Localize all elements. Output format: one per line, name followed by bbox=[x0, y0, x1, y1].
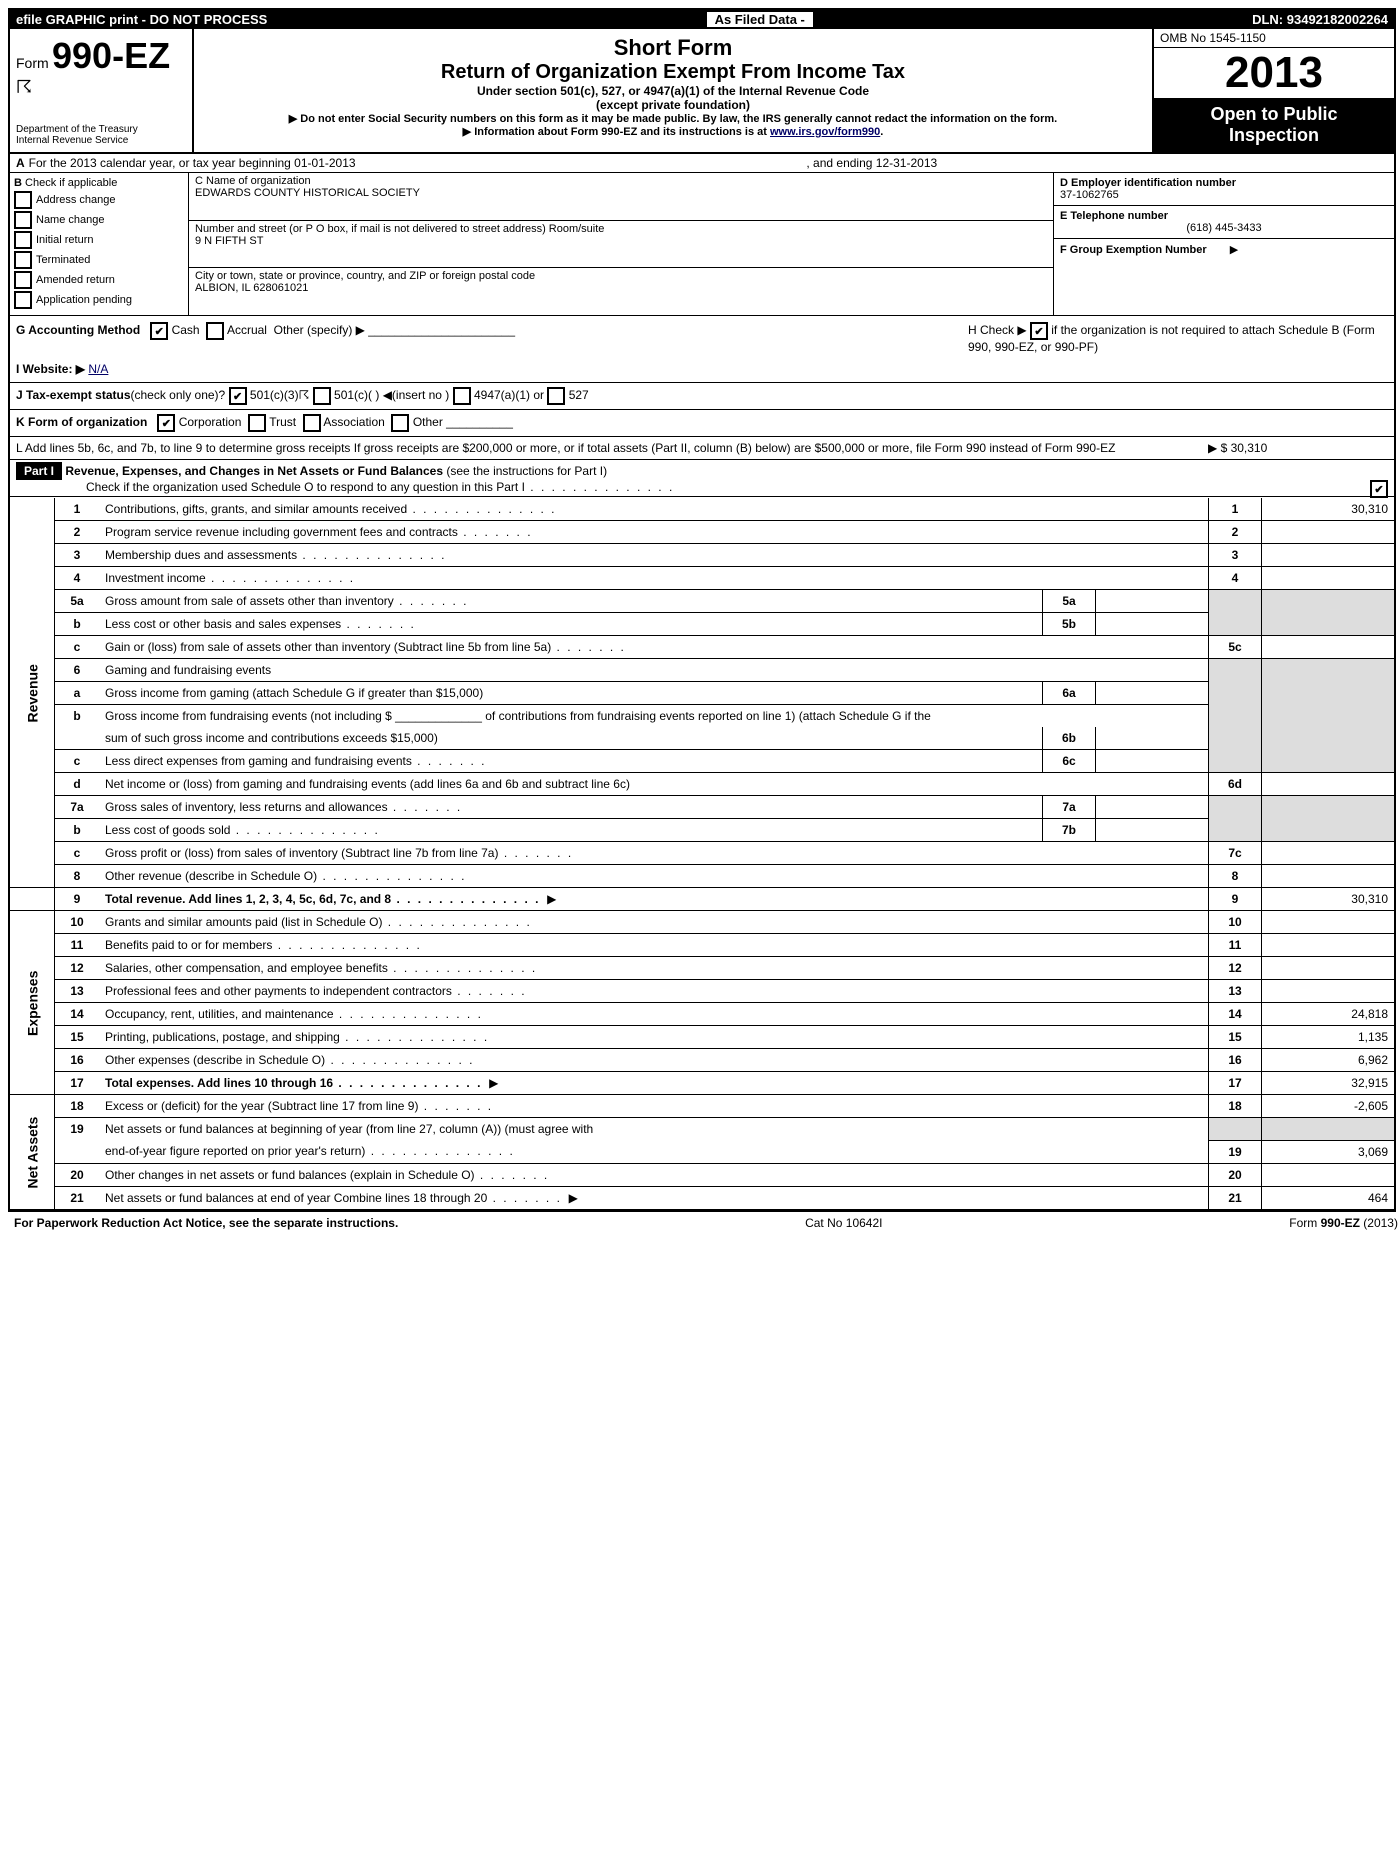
gross-receipts-total: ▶ $ 30,310 bbox=[1208, 441, 1388, 455]
top-bar: efile GRAPHIC print - DO NOT PROCESS As … bbox=[10, 10, 1394, 29]
chk-application-pending[interactable] bbox=[14, 291, 32, 309]
info-l: L Add lines 5b, 6c, and 7b, to line 9 to… bbox=[10, 437, 1394, 460]
expenses-label: Expenses bbox=[10, 911, 55, 1095]
header-right: OMB No 1545-1150 2013 Open to Public Ins… bbox=[1154, 29, 1394, 152]
short-form-label: Short Form bbox=[202, 35, 1144, 61]
chk-corp[interactable]: ✔ bbox=[157, 414, 175, 432]
subtitle2: (except private foundation) bbox=[202, 98, 1144, 112]
chk-accrual[interactable] bbox=[206, 322, 224, 340]
line21-value: 464 bbox=[1262, 1186, 1395, 1209]
open-public: Open to Public Inspection bbox=[1154, 98, 1394, 152]
dept-treasury: Department of the Treasury bbox=[16, 124, 186, 135]
topbar-right: DLN: 93492182002264 bbox=[1252, 12, 1388, 27]
subtitle1: Under section 501(c), 527, or 4947(a)(1)… bbox=[202, 84, 1144, 98]
chk-501c3[interactable]: ✔ bbox=[229, 387, 247, 405]
chk-cash[interactable]: ✔ bbox=[150, 322, 168, 340]
irs-link[interactable]: www.irs.gov/form990 bbox=[770, 126, 880, 138]
chk-schedule-o[interactable]: ✔ bbox=[1370, 480, 1388, 498]
omb-number: OMB No 1545-1150 bbox=[1154, 29, 1394, 48]
chk-trust[interactable] bbox=[248, 414, 266, 432]
form-prefix: Form bbox=[16, 55, 49, 71]
netassets-label: Net Assets bbox=[10, 1095, 55, 1210]
line16-value: 6,962 bbox=[1262, 1049, 1395, 1072]
topbar-left: efile GRAPHIC print - DO NOT PROCESS bbox=[16, 12, 267, 27]
chk-address-change[interactable] bbox=[14, 191, 32, 209]
total-revenue: 30,310 bbox=[1262, 888, 1395, 911]
org-name: EDWARDS COUNTY HISTORICAL SOCIETY bbox=[195, 187, 1047, 199]
irs: Internal Revenue Service bbox=[16, 135, 186, 146]
chk-name-change[interactable] bbox=[14, 211, 32, 229]
org-city: ALBION, IL 628061021 bbox=[195, 282, 1047, 294]
col-c: C Name of organization EDWARDS COUNTY HI… bbox=[189, 173, 1054, 315]
info-j: J Tax-exempt status(check only one)? ✔ 5… bbox=[10, 383, 1394, 410]
note2: ▶ Information about Form 990-EZ and its … bbox=[202, 125, 1144, 138]
chk-4947[interactable] bbox=[453, 387, 471, 405]
website-link[interactable]: N/A bbox=[88, 362, 108, 376]
total-expenses: 32,915 bbox=[1262, 1072, 1395, 1095]
col-def: D Employer identification number 37-1062… bbox=[1054, 173, 1394, 315]
info-k: K Form of organization ✔ Corporation Tru… bbox=[10, 410, 1394, 437]
chk-527[interactable] bbox=[547, 387, 565, 405]
revenue-label: Revenue bbox=[10, 498, 55, 888]
part1-label: Part I bbox=[16, 462, 62, 480]
line14-value: 24,818 bbox=[1262, 1003, 1395, 1026]
chk-501c[interactable] bbox=[313, 387, 331, 405]
tax-year: 2013 bbox=[1154, 48, 1394, 98]
info-g-h: G Accounting Method ✔ Cash Accrual Other… bbox=[10, 316, 1394, 383]
col-b: B Check if applicable Address change Nam… bbox=[10, 173, 189, 315]
line15-value: 1,135 bbox=[1262, 1026, 1395, 1049]
part1-lines: Revenue 1 Contributions, gifts, grants, … bbox=[10, 498, 1394, 1210]
section-b-through-f: B Check if applicable Address change Nam… bbox=[10, 173, 1394, 316]
chk-h[interactable]: ✔ bbox=[1030, 322, 1048, 340]
form-990ez: efile GRAPHIC print - DO NOT PROCESS As … bbox=[8, 8, 1396, 1212]
chk-terminated[interactable] bbox=[14, 251, 32, 269]
chk-assoc[interactable] bbox=[303, 414, 321, 432]
line1-value: 30,310 bbox=[1262, 498, 1395, 521]
header: Form 990-EZ ☈ Department of the Treasury… bbox=[10, 29, 1394, 154]
chk-amended[interactable] bbox=[14, 271, 32, 289]
header-left: Form 990-EZ ☈ Department of the Treasury… bbox=[10, 29, 194, 152]
ein: 37-1062765 bbox=[1060, 189, 1119, 201]
main-title: Return of Organization Exempt From Incom… bbox=[202, 61, 1144, 84]
phone: (618) 445-3433 bbox=[1060, 222, 1388, 234]
part1-header-row: Part I Revenue, Expenses, and Changes in… bbox=[10, 460, 1394, 497]
form-number: 990-EZ bbox=[52, 35, 170, 76]
note1: ▶ Do not enter Social Security numbers o… bbox=[202, 112, 1144, 125]
chk-initial-return[interactable] bbox=[14, 231, 32, 249]
line19-value: 3,069 bbox=[1262, 1140, 1395, 1163]
line18-value: -2,605 bbox=[1262, 1095, 1395, 1118]
chk-other[interactable] bbox=[391, 414, 409, 432]
header-center: Short Form Return of Organization Exempt… bbox=[194, 29, 1154, 152]
topbar-center: As Filed Data - bbox=[707, 12, 813, 27]
footer: For Paperwork Reduction Act Notice, see … bbox=[8, 1212, 1400, 1234]
row-a: A For the 2013 calendar year, or tax yea… bbox=[10, 154, 1394, 173]
org-street: 9 N FIFTH ST bbox=[195, 235, 1047, 247]
